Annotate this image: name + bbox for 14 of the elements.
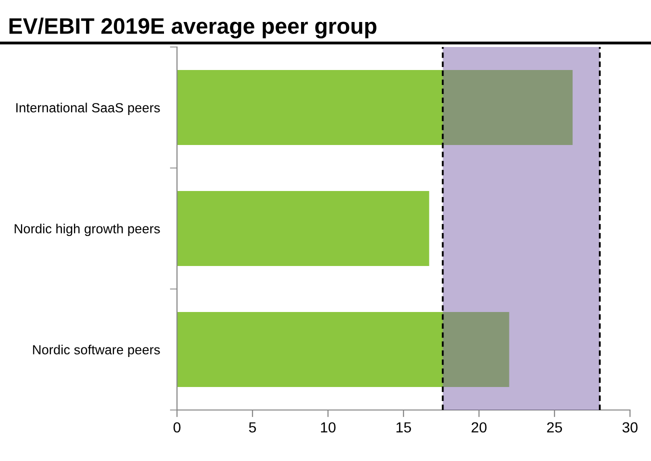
bar — [177, 312, 510, 388]
x-tick-label: 20 — [472, 422, 487, 433]
bar — [177, 70, 573, 146]
y-tick-label: Nordic high growth peers — [14, 224, 160, 236]
y-tick-label: International SaaS peers — [16, 102, 160, 116]
chart-title: EV/EBIT 2019E average peer group — [9, 18, 376, 38]
x-tick-label: 25 — [547, 422, 562, 433]
x-tick-label: 0 — [174, 422, 180, 433]
bar — [177, 190, 430, 266]
x-tick-label: 30 — [622, 422, 638, 433]
x-tick-label: 10 — [321, 422, 336, 433]
x-tick-label: 15 — [396, 422, 411, 433]
x-tick-label: 5 — [249, 422, 256, 433]
y-tick-label: Nordic software peers — [33, 344, 160, 358]
